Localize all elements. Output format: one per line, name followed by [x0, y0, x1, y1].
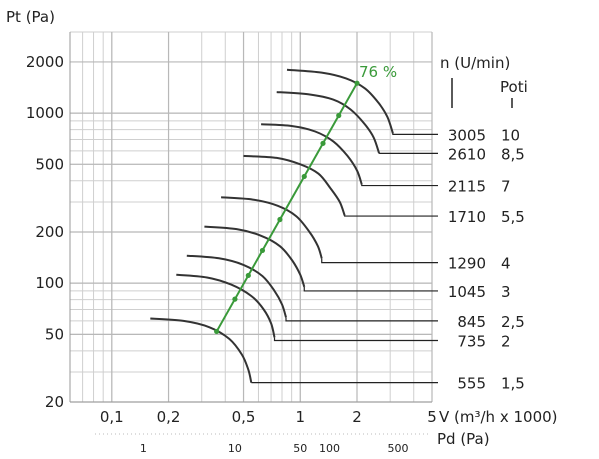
poti-label: 10	[501, 126, 520, 144]
y-tick-label: 2000	[26, 53, 64, 71]
y-tick-label: 20	[45, 393, 64, 411]
fan-curve-845	[186, 254, 287, 318]
y-axis-title: Pt (Pa)	[6, 8, 55, 26]
speed-label: 3005	[448, 126, 486, 144]
leader-line	[361, 184, 438, 187]
leader-line	[321, 258, 438, 264]
speed-labels: 3005 10 2610 8,5 2115 7 1710 5,5 1290 4 1045 3 845 2,…	[251, 54, 528, 393]
fan-curve-555	[150, 317, 253, 383]
y-tick-label: 100	[35, 274, 64, 292]
fan-curve-2610	[276, 91, 381, 154]
speed-label: 1710	[448, 208, 486, 226]
x-tick-label: 0,5	[232, 408, 256, 426]
speed-label: 2610	[448, 145, 486, 163]
y-tick-label: 1000	[26, 104, 64, 122]
axes: 20 50 100 200 500 1000 2000 Pt (Pa) 0,1 0,2 0,5 1 2 5…	[6, 8, 558, 455]
poti-label: 2	[501, 332, 511, 350]
efficiency-point	[277, 216, 283, 223]
poti-header: Poti	[500, 78, 528, 96]
fan-curve-2115	[261, 123, 363, 185]
speed-header: n (U/min)	[440, 54, 510, 72]
x-axis-title: V (m³/h x 1000)	[439, 408, 558, 426]
x-tick-label: 5	[427, 408, 437, 426]
poti-label: 3	[501, 283, 511, 301]
efficiency-point	[259, 247, 266, 254]
leader-line	[392, 133, 438, 135]
speed-label: 735	[457, 332, 486, 350]
efficiency-line: 76 %	[214, 63, 397, 335]
fan-curve-3005	[286, 68, 394, 134]
efficiency-point	[232, 296, 238, 302]
efficiency-point	[320, 140, 326, 146]
grid	[69, 31, 433, 403]
efficiency-point	[301, 173, 307, 180]
speed-label: 1045	[448, 283, 486, 301]
efficiency-line	[215, 82, 358, 332]
pd-tick-label: 10	[228, 442, 242, 455]
fan-curves	[150, 68, 394, 383]
x-tick-label: 0,2	[157, 408, 181, 426]
leader-line	[344, 215, 438, 217]
y-tick-label: 500	[35, 155, 64, 173]
y-tick-label: 50	[45, 325, 64, 343]
efficiency-point	[354, 80, 360, 86]
poti-label: 1,5	[501, 375, 525, 393]
fan-curve-1710	[243, 154, 346, 216]
efficiency-point	[336, 112, 342, 119]
fan-curve-1045	[204, 225, 306, 288]
leader-line	[285, 317, 438, 322]
speed-label: 555	[457, 375, 486, 393]
poti-label: 8,5	[501, 145, 525, 163]
speed-label: 845	[457, 313, 486, 331]
poti-label: 2,5	[501, 313, 525, 331]
poti-label: 4	[501, 255, 511, 273]
pd-axis-title: Pd (Pa)	[437, 430, 490, 448]
pd-tick-label: 50	[293, 442, 307, 455]
efficiency-point	[245, 272, 251, 279]
y-tick-label: 200	[35, 223, 64, 241]
fan-curve-735	[176, 273, 276, 338]
fan-curve-1290	[221, 196, 323, 259]
efficiency-label: 76 %	[359, 63, 397, 81]
poti-label: 5,5	[501, 208, 525, 226]
pd-tick-label: 1	[140, 442, 147, 455]
efficiency-point	[214, 328, 220, 335]
pd-tick-label: 100	[319, 442, 340, 455]
pd-tick-label: 500	[387, 442, 408, 455]
poti-label: 7	[501, 178, 511, 196]
leader-line	[273, 337, 438, 342]
x-tick-label: 0,1	[100, 408, 124, 426]
speed-label: 2115	[448, 178, 486, 196]
leader-line	[303, 286, 438, 292]
x-tick-label: 2	[352, 408, 362, 426]
speed-label: 1290	[448, 255, 486, 273]
x-tick-label: 1	[295, 408, 305, 426]
